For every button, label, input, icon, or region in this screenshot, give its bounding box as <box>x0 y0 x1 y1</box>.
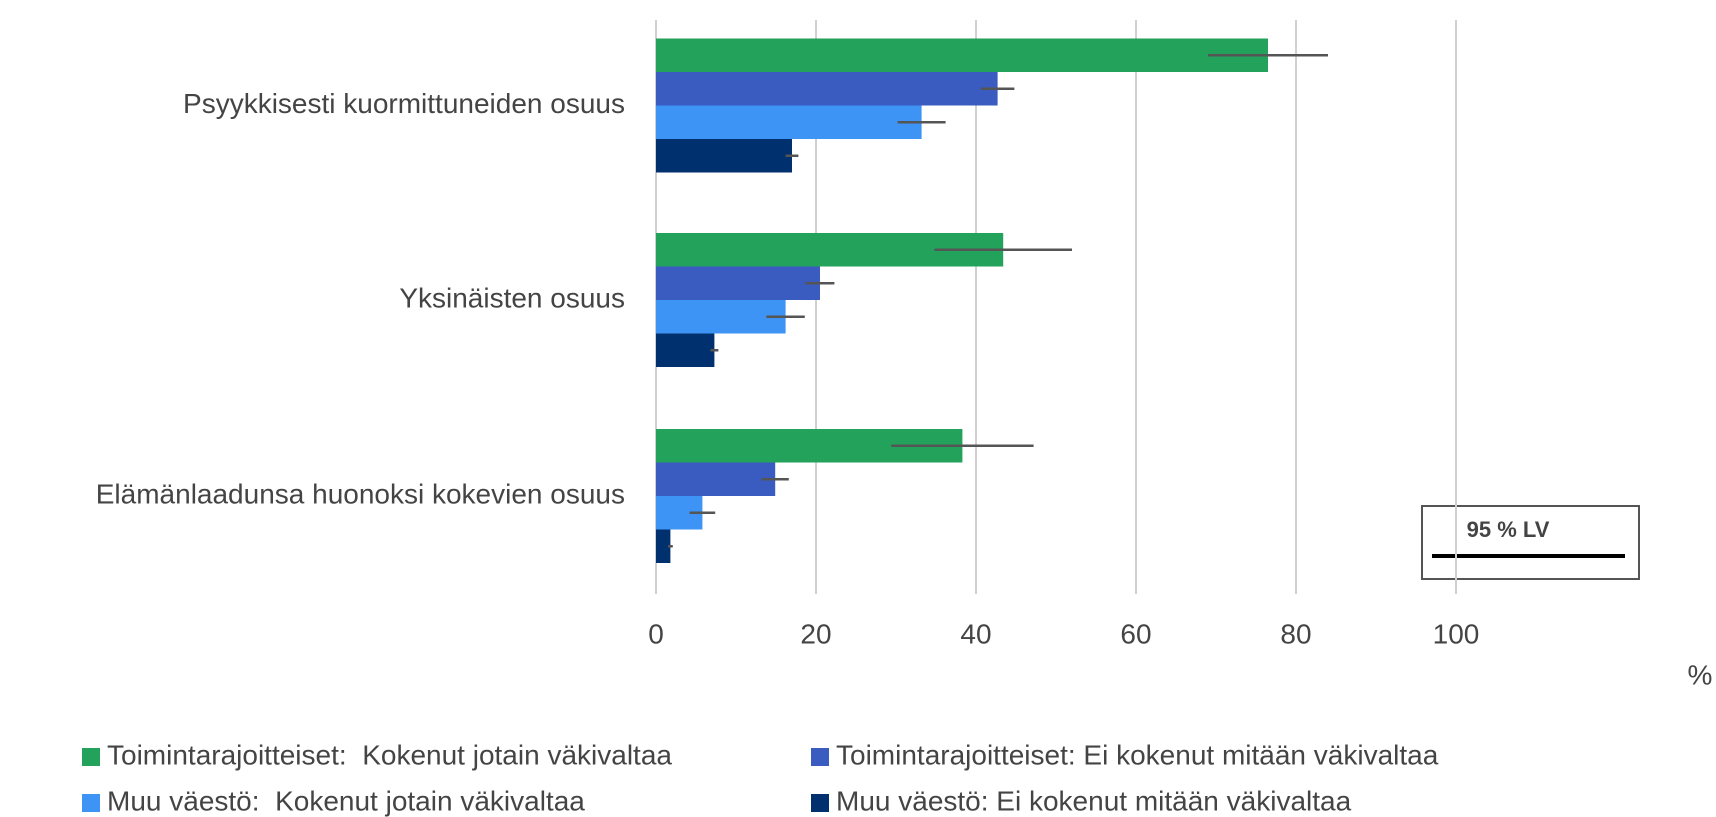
legend-swatch <box>811 794 829 812</box>
x-tick-label: 100 <box>1433 618 1480 649</box>
bar <box>656 300 786 334</box>
legend-label: Toimintarajoitteiset: Ei kokenut mitään … <box>836 739 1439 770</box>
bar <box>656 266 820 300</box>
x-tick-label: 40 <box>960 618 991 649</box>
legend-label: Muu väestö: Ei kokenut mitään väkivaltaa <box>836 785 1352 816</box>
category-label: Yksinäisten osuus <box>399 282 625 313</box>
bar <box>656 462 776 496</box>
bar <box>656 105 922 139</box>
legend-label: Toimintarajoitteiset: Kokenut jotain väk… <box>107 739 672 770</box>
bar <box>656 72 998 106</box>
x-tick-label: 80 <box>1280 618 1311 649</box>
x-axis-label: % <box>1688 659 1713 690</box>
x-tick-label: 60 <box>1120 618 1151 649</box>
category-label: Elämänlaadunsa huonoksi kokevien osuus <box>96 478 625 509</box>
error-legend-label: 95 % LV <box>1467 517 1550 542</box>
error-legend-box <box>1421 505 1640 580</box>
bar <box>656 38 1268 72</box>
legend-swatch <box>82 748 100 766</box>
legend-swatch <box>811 748 829 766</box>
bar <box>656 529 671 563</box>
legend-label: Muu väestö: Kokenut jotain väkivaltaa <box>107 785 585 816</box>
x-tick-label: 20 <box>800 618 831 649</box>
x-tick-label: 0 <box>648 618 664 649</box>
legend-swatch <box>82 794 100 812</box>
bar <box>656 139 792 173</box>
category-label: Psyykkisesti kuormittuneiden osuus <box>183 88 625 119</box>
bar <box>656 333 715 367</box>
